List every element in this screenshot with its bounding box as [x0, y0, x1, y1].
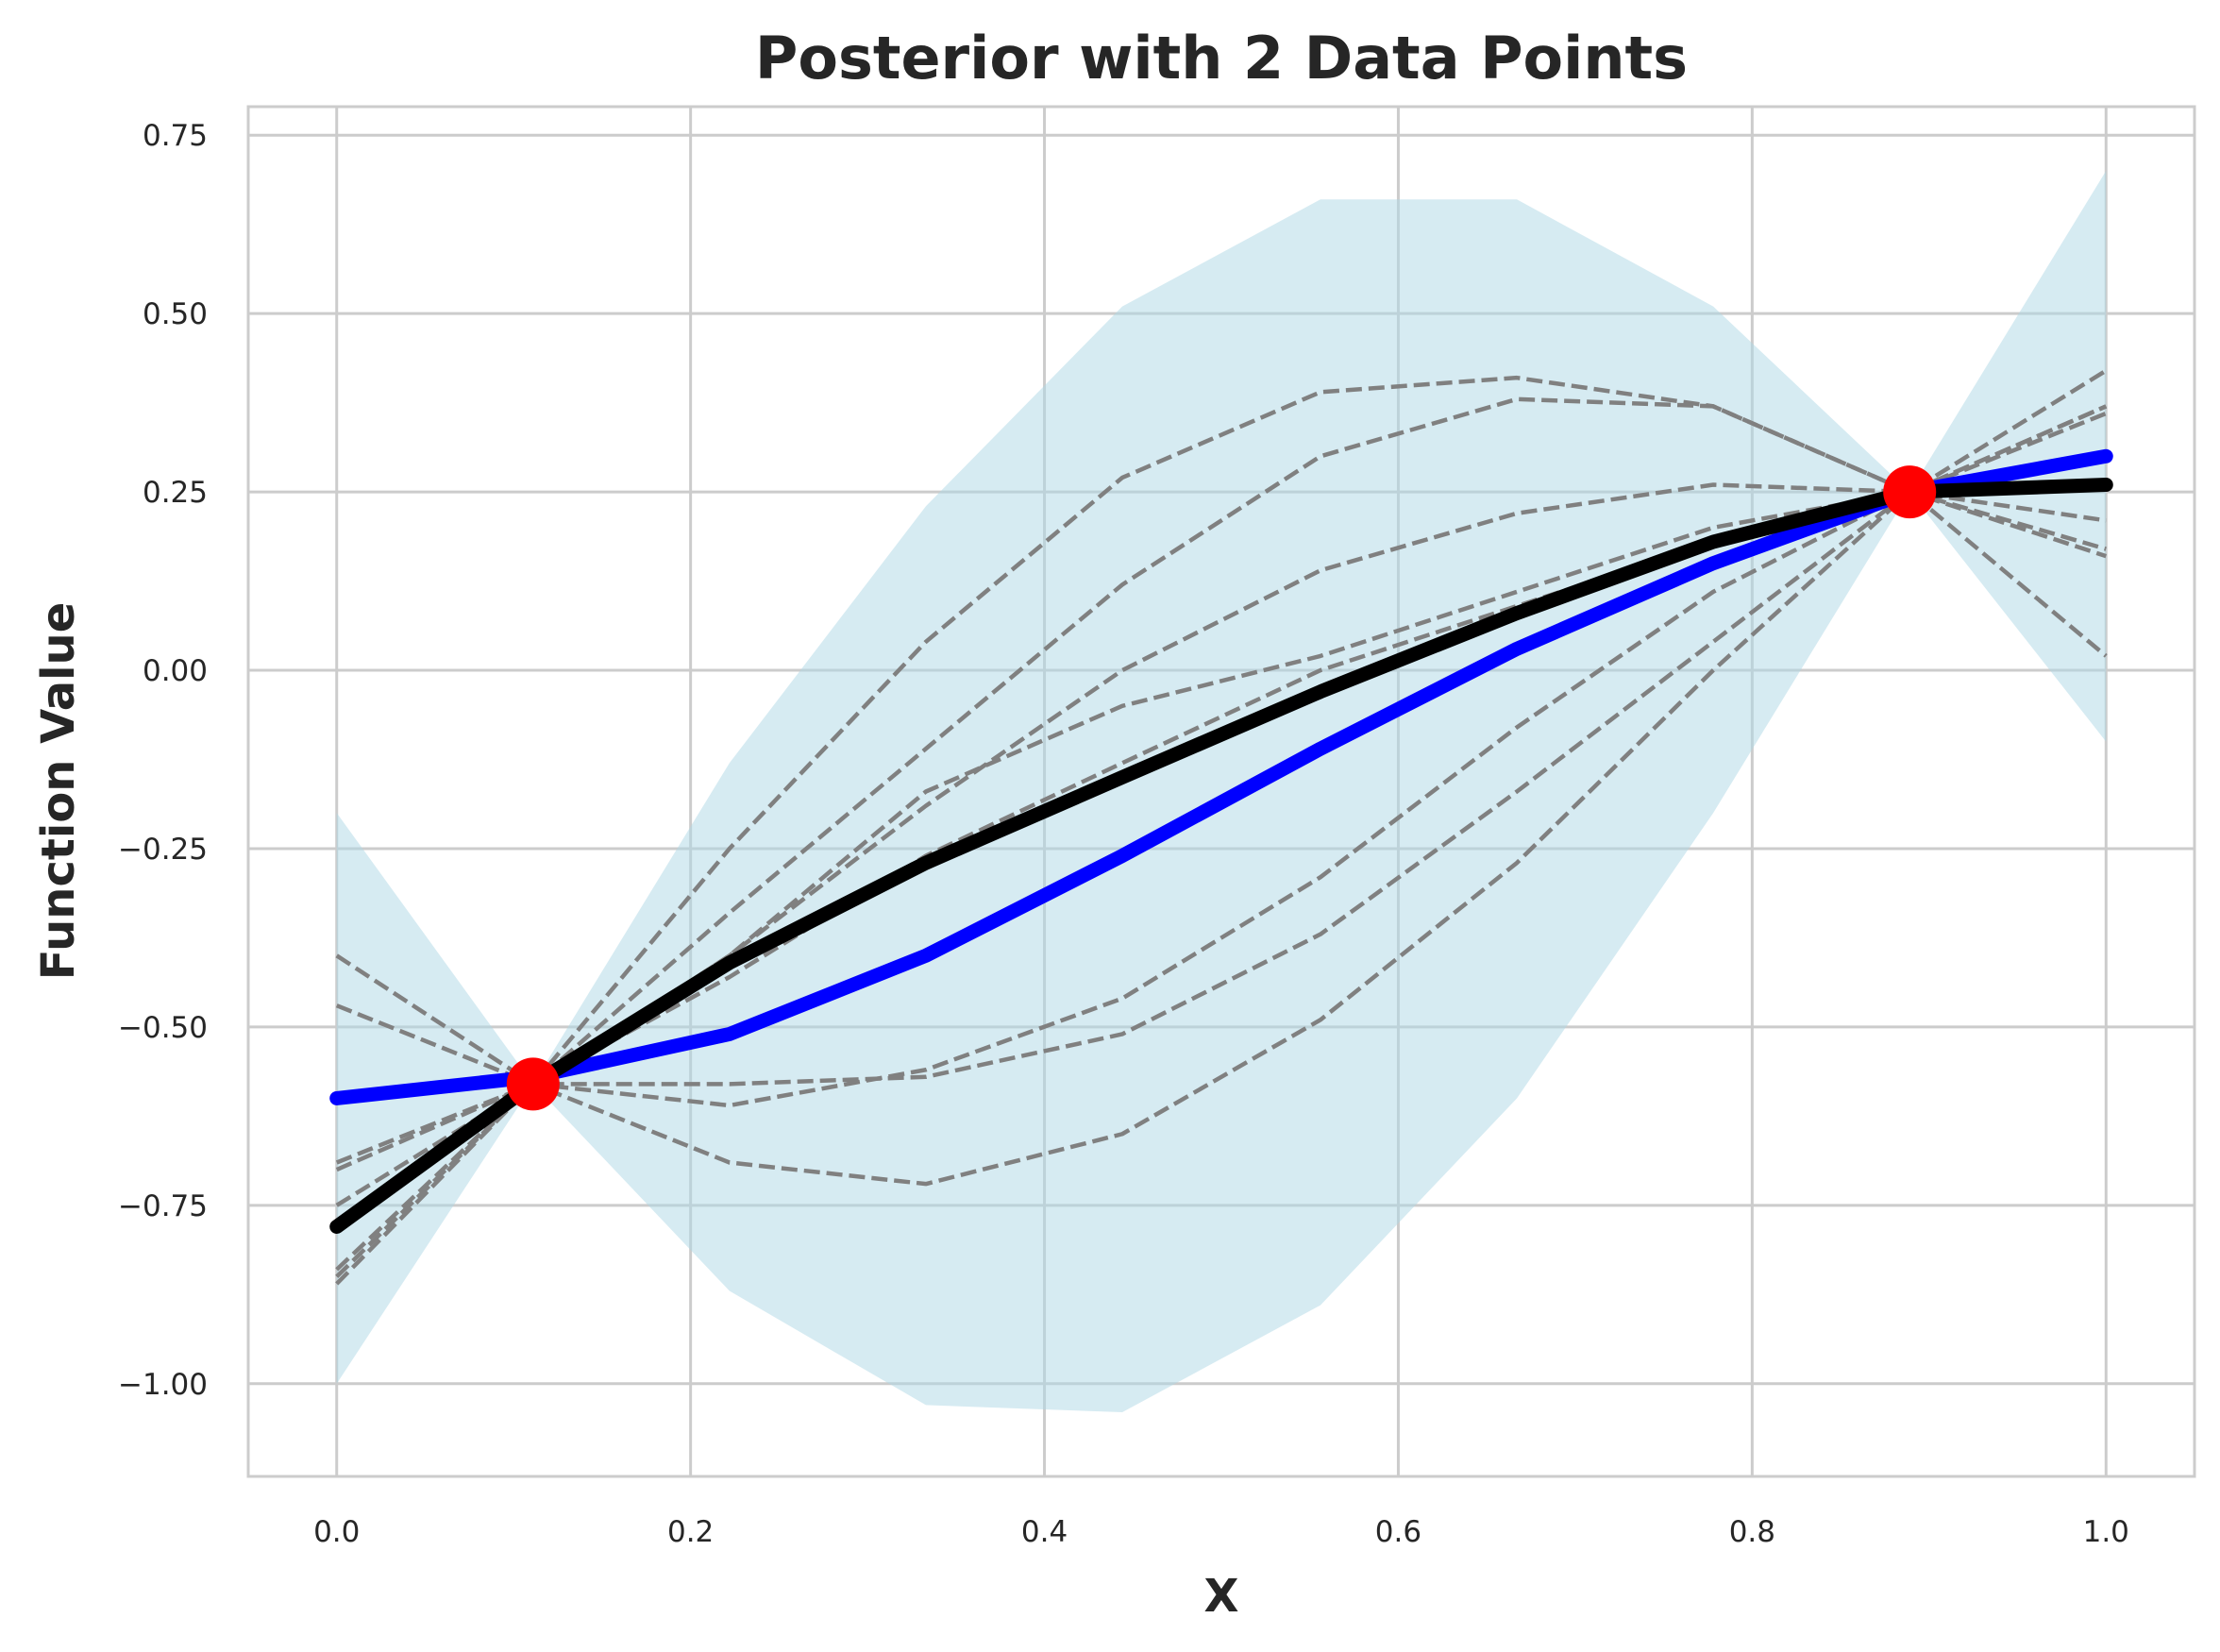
y-axis-label: Function Value — [32, 602, 85, 981]
data-points — [506, 465, 1937, 1111]
series-line — [329, 478, 2113, 1234]
y-tick-label: 0.50 — [143, 297, 208, 331]
x-tick-label: 0.8 — [1729, 1515, 1775, 1549]
y-tick-label: −1.00 — [118, 1368, 208, 1402]
x-tick-label: 0.0 — [313, 1515, 360, 1549]
chart-title: Posterior with 2 Data Points — [755, 24, 1688, 93]
y-tick-label: 0.00 — [143, 654, 208, 688]
series-lines — [329, 448, 2113, 1234]
x-tick-label: 0.6 — [1375, 1515, 1421, 1549]
series-line — [329, 448, 2113, 1105]
x-tick-label: 0.2 — [667, 1515, 714, 1549]
x-axis-label: X — [1203, 1570, 1238, 1623]
confidence-band-area — [336, 171, 2107, 1412]
y-tick-label: 0.25 — [143, 476, 208, 510]
sample-line — [335, 404, 2108, 1087]
y-tick-label: 0.75 — [143, 119, 208, 153]
x-tick-label: 1.0 — [2083, 1515, 2129, 1549]
confidence-band — [336, 171, 2107, 1412]
data-point — [1883, 465, 1937, 519]
y-tick-label: −0.25 — [118, 833, 208, 867]
y-tick-label: −0.75 — [118, 1189, 208, 1223]
data-point — [506, 1057, 560, 1111]
sample-line — [335, 411, 2108, 1187]
x-tick-labels: 0.0 0.2 0.4 0.6 0.8 1.0 — [313, 1515, 2129, 1549]
y-tick-labels: 0.75 0.50 0.25 0.00 −0.25 −0.50 −0.75 −1.00 — [118, 119, 208, 1402]
plot-frame — [246, 105, 2196, 1478]
y-tick-label: −0.50 — [118, 1011, 208, 1045]
x-tick-label: 0.4 — [1021, 1515, 1068, 1549]
sample-line — [335, 396, 2107, 1286]
sample-line — [335, 489, 2107, 1279]
